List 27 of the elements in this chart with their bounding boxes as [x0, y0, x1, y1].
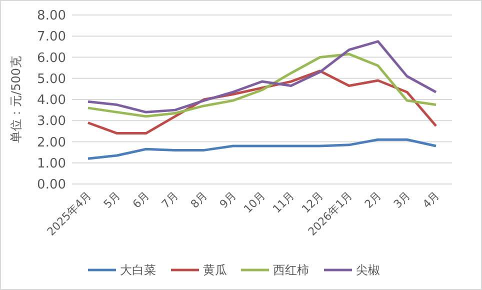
line-series: [86, 138, 438, 160]
x-tick-label: 10月: [241, 188, 268, 216]
legend-label: 尖椒: [356, 263, 380, 278]
y-tick-label: 0.00: [37, 178, 66, 193]
y-tick-label: 1.00: [37, 156, 66, 172]
y-tick-label: 3.00: [37, 114, 66, 130]
x-tick-label: 11月: [270, 188, 298, 216]
y-tick-label: 7.00: [37, 30, 66, 45]
x-tick-label: 2月: [362, 188, 384, 211]
x-tick-label: 6月: [130, 188, 152, 211]
x-tick-label: 4月: [420, 188, 442, 211]
y-axis-title: 单位：元/500克: [9, 56, 23, 143]
legend-label: 黄瓜: [203, 263, 227, 278]
x-tick-label: 5月: [101, 188, 124, 211]
legend-label: 大白菜: [120, 263, 156, 278]
x-tick-label: 3月: [391, 188, 414, 211]
line-series: [86, 52, 438, 118]
x-tick-label: 7月: [159, 188, 182, 211]
x-tick-label: 8月: [188, 188, 210, 211]
legend-label: 西红柿: [273, 263, 309, 278]
x-tick-label: 9月: [217, 188, 240, 211]
line-series: [86, 40, 438, 114]
y-tick-label: 5.00: [37, 72, 66, 87]
y-tick-label: 4.00: [37, 93, 66, 108]
y-tick-label: 8.00: [37, 8, 66, 24]
y-tick-label: 2.00: [37, 135, 66, 150]
y-tick-label: 6.00: [37, 50, 66, 66]
